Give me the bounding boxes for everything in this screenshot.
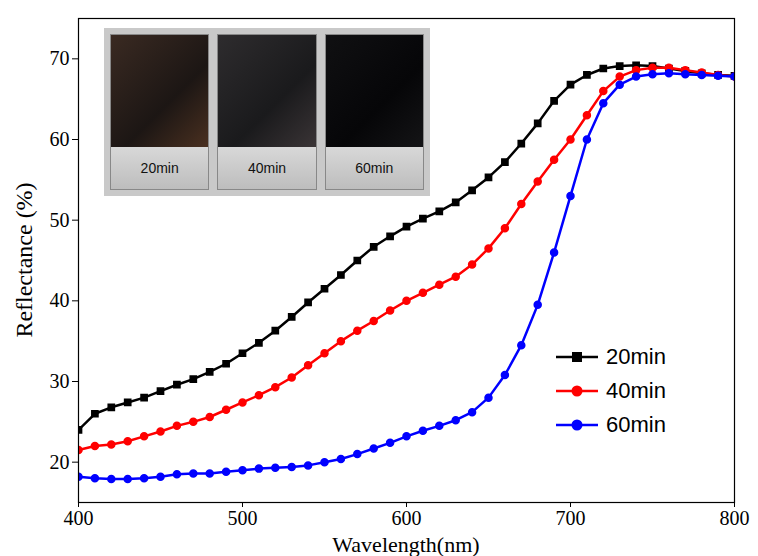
svg-text:70: 70	[50, 47, 70, 69]
html-text:20min: 20min	[140, 160, 179, 176]
svg-text:30: 30	[50, 370, 70, 392]
html-text:40min: 40min	[247, 160, 287, 176]
html-text:Reflectance (%): Reflectance (%)	[11, 182, 37, 338]
html-text:20min: 20min	[606, 344, 666, 369]
html-text:Wavelength(nm): Wavelength(nm)	[332, 532, 480, 556]
svg-text:500: 500	[228, 507, 258, 529]
svg-text:800: 800	[720, 507, 750, 529]
svg-text:60: 60	[50, 128, 70, 150]
svg-text:700: 700	[556, 507, 586, 529]
html-text:60min: 60min	[355, 160, 394, 176]
svg-text:400: 400	[64, 507, 94, 529]
svg-text:20: 20	[50, 451, 70, 473]
svg-text:600: 600	[392, 507, 422, 529]
svg-text:40: 40	[50, 289, 70, 311]
html-text:60min: 60min	[606, 412, 666, 437]
html-text:40min: 40min	[606, 378, 666, 403]
svg-text:50: 50	[50, 209, 70, 231]
